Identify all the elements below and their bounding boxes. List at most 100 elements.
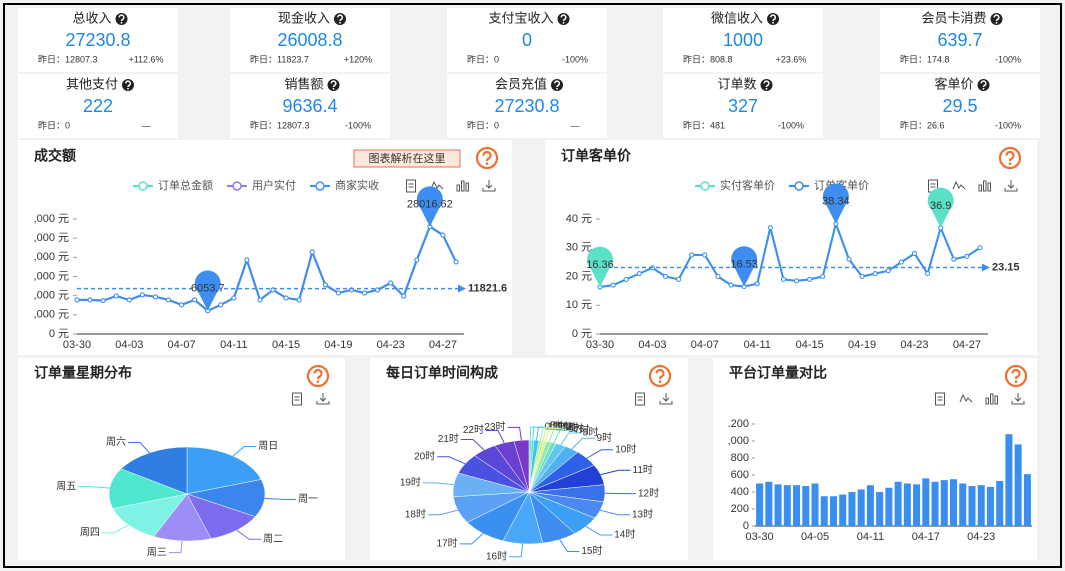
point — [414, 257, 420, 263]
pie-slice[interactable] — [112, 493, 188, 537]
point — [610, 282, 616, 288]
pie-label: 16时 — [486, 550, 507, 562]
bar[interactable] — [931, 481, 939, 526]
annotation: 图表解析在这里 — [369, 151, 446, 165]
help-icon[interactable] — [759, 78, 774, 92]
yesterday-label: 昨日： — [683, 119, 710, 130]
y-tick-label: ,000 元 — [34, 290, 69, 302]
help-icon[interactable] — [326, 78, 341, 92]
pie-label: 周二 — [263, 533, 283, 545]
bar[interactable] — [820, 496, 828, 526]
point — [820, 274, 826, 279]
pie-label: 周四 — [80, 526, 100, 538]
leader-line — [509, 543, 524, 558]
pie-slice[interactable] — [186, 479, 266, 517]
help-icon[interactable] — [766, 12, 780, 26]
bar[interactable] — [876, 492, 884, 526]
bar[interactable] — [940, 480, 948, 526]
pie-label: 18时 — [405, 508, 426, 520]
bar[interactable] — [922, 478, 930, 526]
pie-label: 8时 — [583, 427, 599, 439]
point — [676, 276, 682, 282]
legend-marker — [700, 181, 710, 191]
point — [100, 298, 106, 304]
legend-label[interactable]: 用户实付 — [252, 178, 296, 192]
point — [689, 252, 695, 258]
bar[interactable] — [829, 496, 837, 526]
bar[interactable] — [1023, 474, 1031, 526]
pie-label: 周三 — [147, 546, 167, 558]
bar[interactable] — [802, 486, 810, 526]
legend-label[interactable]: 订单总金额 — [158, 178, 213, 192]
help-icon[interactable] — [114, 12, 129, 26]
kpi-value: 327 — [728, 96, 758, 116]
leader-line — [236, 529, 262, 540]
point — [807, 276, 813, 282]
kpi-card — [447, 8, 607, 72]
bar[interactable] — [774, 484, 782, 526]
pie-slice[interactable] — [120, 446, 188, 495]
bar[interactable] — [894, 481, 902, 526]
x-tick-label: 04-11 — [220, 339, 247, 351]
pie-label: 19时 — [400, 476, 421, 488]
point — [964, 253, 970, 259]
pie-label: 13时 — [632, 508, 653, 520]
bar[interactable] — [1005, 434, 1013, 526]
help-icon[interactable] — [989, 12, 1004, 26]
kpi-title: 支付宝收入 — [488, 10, 553, 25]
bar[interactable] — [793, 485, 801, 526]
kpi-card — [880, 74, 1040, 138]
kpi-value: 1000 — [723, 30, 763, 50]
help-icon[interactable] — [550, 78, 564, 92]
legend-label[interactable]: 实付客单价 — [720, 178, 775, 192]
bar[interactable] — [986, 486, 994, 526]
x-tick-label: 04-05 — [801, 531, 829, 543]
bar[interactable] — [857, 489, 865, 526]
pin-label: 38.34 — [822, 196, 850, 208]
pie-label: 12时 — [638, 487, 659, 499]
y-tick-label: 40 元 — [566, 213, 592, 225]
help-icon[interactable] — [556, 12, 571, 26]
legend-label[interactable]: 商家实收 — [335, 178, 379, 192]
bar[interactable] — [903, 483, 911, 527]
point — [179, 302, 185, 308]
y-tick-label: ,000 元 — [34, 251, 69, 263]
x-tick-label: 04-27 — [429, 339, 457, 351]
pie-slice[interactable] — [186, 446, 262, 495]
bar[interactable] — [756, 483, 764, 527]
bar[interactable] — [783, 485, 791, 526]
y-tick-label: .200 — [728, 418, 749, 430]
bar[interactable] — [839, 494, 847, 526]
help-icon[interactable] — [121, 78, 135, 92]
bar[interactable] — [866, 485, 874, 526]
yesterday-value: 12807.3 — [65, 54, 98, 64]
bar[interactable] — [950, 479, 958, 526]
point — [872, 271, 878, 277]
bar[interactable] — [913, 484, 921, 526]
leader-line — [586, 449, 614, 459]
kpi-title: 客单价 — [934, 76, 973, 91]
pie-slice[interactable] — [513, 439, 530, 493]
bar[interactable] — [1014, 444, 1022, 526]
bar[interactable] — [996, 480, 1004, 526]
bar[interactable] — [977, 485, 985, 526]
yesterday-label: 昨日： — [467, 53, 494, 64]
y-tick-label: 400 — [731, 486, 749, 498]
pin-label: 16.53 — [730, 258, 758, 270]
bar[interactable] — [811, 483, 819, 527]
x-tick-label: 04-03 — [638, 339, 666, 351]
leader-line — [559, 539, 580, 552]
help-icon[interactable] — [333, 12, 347, 26]
bar[interactable] — [968, 486, 976, 526]
kpi-card — [18, 74, 178, 138]
leader-line — [560, 432, 581, 446]
bar[interactable] — [848, 492, 856, 526]
help-icon[interactable] — [976, 78, 991, 92]
pin — [927, 187, 954, 228]
leader-line — [600, 469, 631, 476]
pie-label: 15时 — [581, 545, 602, 557]
bar[interactable] — [885, 487, 893, 526]
bar[interactable] — [959, 483, 967, 527]
pie-label: 2时 — [552, 421, 568, 433]
bar[interactable] — [765, 481, 773, 526]
